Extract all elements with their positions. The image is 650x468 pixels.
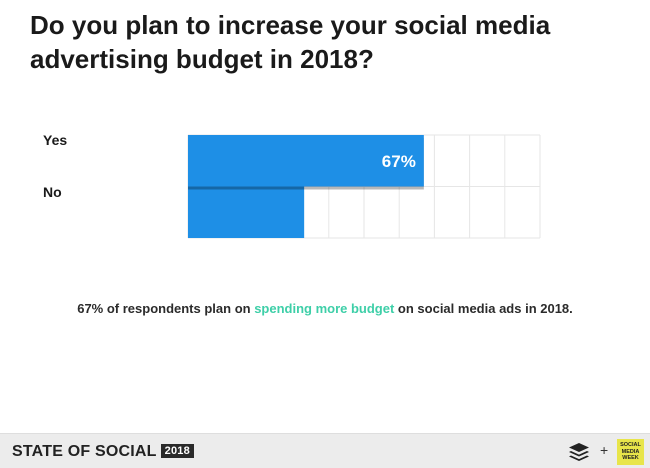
- category-label-yes: Yes: [43, 132, 68, 148]
- bar-no: [188, 186, 305, 238]
- footer-bar: STATE OF SOCIAL 2018 + SOCIAL MEDIA WEEK: [0, 433, 650, 468]
- chart-caption: 67% of respondents plan on spending more…: [0, 296, 650, 322]
- data-label-yes: 67%: [382, 152, 416, 171]
- caption-text-end: on social media ads in 2018.: [394, 301, 573, 316]
- plus-sign: +: [600, 442, 609, 458]
- chart-canvas: 67%: [187, 134, 541, 239]
- brand-logo: STATE OF SOCIAL 2018: [12, 443, 194, 461]
- caption-highlight: spending more budget: [254, 301, 395, 316]
- bar-yes: [188, 135, 424, 187]
- category-label-no: No: [43, 183, 62, 200]
- brand-name: STATE OF SOCIAL: [12, 443, 157, 460]
- layers-icon: [569, 443, 589, 461]
- social-media-week-logo: SOCIAL MEDIA WEEK: [617, 439, 644, 465]
- chart-title: Do you plan to increase your social medi…: [30, 10, 551, 74]
- bar-chart: 67% Yes No: [0, 120, 650, 250]
- year-badge: 2018: [160, 444, 194, 458]
- caption-text-start: 67% of respondents plan on: [77, 301, 255, 316]
